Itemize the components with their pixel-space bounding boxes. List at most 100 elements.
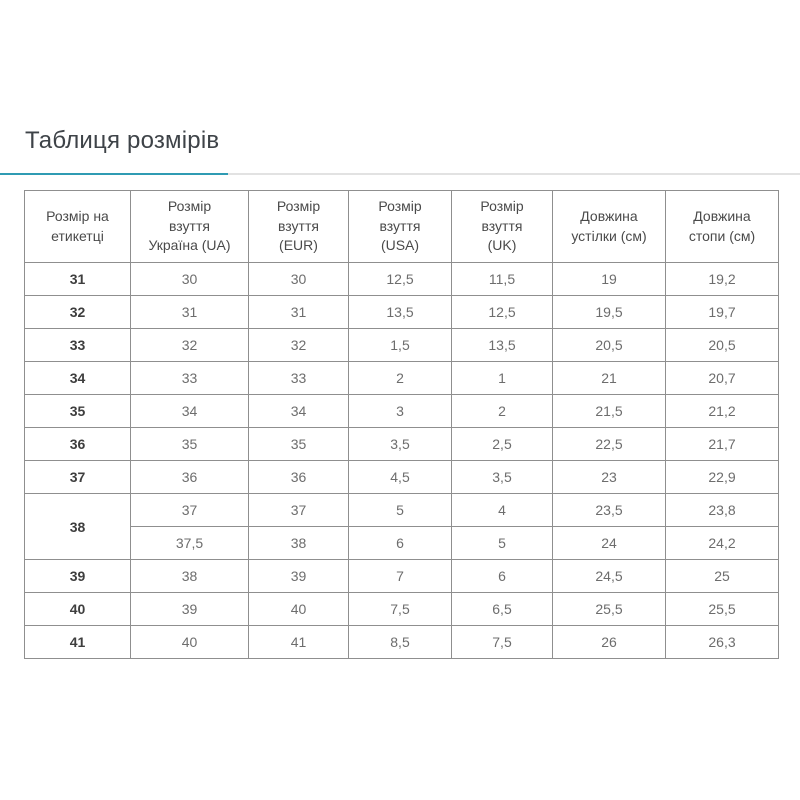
table-cell: 26: [552, 625, 666, 659]
table-cell: 1,5: [348, 328, 452, 362]
column-header: Розмір взуття (USA): [348, 190, 452, 263]
table-cell: 5: [348, 493, 452, 527]
table-cell: 22,9: [665, 460, 779, 494]
table-cell: 13,5: [348, 295, 452, 329]
row-label-cell: 41: [24, 625, 131, 659]
table-cell: 35: [248, 427, 349, 461]
table-cell: 4: [451, 493, 553, 527]
table-cell: 7,5: [348, 592, 452, 626]
row-label-cell: 34: [24, 361, 131, 395]
table-cell: 37,5: [130, 526, 249, 560]
row-label-cell: 39: [24, 559, 131, 593]
table-cell: 40: [248, 592, 349, 626]
table-cell: 19,5: [552, 295, 666, 329]
table-cell: 21,5: [552, 394, 666, 428]
table-cell: 25,5: [665, 592, 779, 626]
table-cell: 33: [130, 361, 249, 395]
table-cell: 31: [130, 295, 249, 329]
size-table: Розмір на етикетці Розмір взуття Україна …: [24, 190, 779, 659]
column-header: Розмір взуття (EUR): [248, 190, 349, 263]
row-label-cell: 31: [24, 262, 131, 296]
table-cell: 33: [248, 361, 349, 395]
row-label-cell: 37: [24, 460, 131, 494]
table-row: 31 30 30 12,5 11,5 19 19,2: [24, 262, 779, 296]
table-cell: 35: [130, 427, 249, 461]
table-cell: 2,5: [451, 427, 553, 461]
table-cell: 19,7: [665, 295, 779, 329]
table-cell: 24: [552, 526, 666, 560]
table-cell: 6,5: [451, 592, 553, 626]
table-cell: 38: [130, 559, 249, 593]
table-cell: 25: [665, 559, 779, 593]
table-cell: 34: [130, 394, 249, 428]
table-cell: 31: [248, 295, 349, 329]
column-header: Довжина стопи (см): [665, 190, 779, 263]
column-header: Розмір взуття (UK): [451, 190, 553, 263]
table-cell: 7,5: [451, 625, 553, 659]
table-cell: 21: [552, 361, 666, 395]
table-cell: 11,5: [451, 262, 553, 296]
column-header: Довжина устілки (см): [552, 190, 666, 263]
table-cell: 21,7: [665, 427, 779, 461]
table-cell: 6: [348, 526, 452, 560]
table-row: 37 36 36 4,5 3,5 23 22,9: [24, 460, 779, 494]
table-cell: 19,2: [665, 262, 779, 296]
table-row: 40 39 40 7,5 6,5 25,5 25,5: [24, 592, 779, 626]
table-cell: 5: [451, 526, 553, 560]
table-row: 41 40 41 8,5 7,5 26 26,3: [24, 625, 779, 659]
table-cell: 25,5: [552, 592, 666, 626]
table-cell: 39: [248, 559, 349, 593]
table-row: 35 34 34 3 2 21,5 21,2: [24, 394, 779, 428]
size-table-body: 31 30 30 12,5 11,5 19 19,2 32 31 31 13,5 12,5 19,5 19…: [24, 262, 779, 659]
table-cell: 20,7: [665, 361, 779, 395]
row-label-cell: 38: [24, 493, 131, 560]
table-cell: 32: [130, 328, 249, 362]
table-cell: 21,2: [665, 394, 779, 428]
table-cell: 39: [130, 592, 249, 626]
table-cell: 34: [248, 394, 349, 428]
table-cell: 12,5: [451, 295, 553, 329]
table-cell: 20,5: [552, 328, 666, 362]
table-cell: 40: [130, 625, 249, 659]
table-row: 36 35 35 3,5 2,5 22,5 21,7: [24, 427, 779, 461]
table-row: 32 31 31 13,5 12,5 19,5 19,7: [24, 295, 779, 329]
table-cell: 24,5: [552, 559, 666, 593]
table-row: 34 33 33 2 1 21 20,7: [24, 361, 779, 395]
title-underline-accent: [0, 173, 228, 175]
column-header: Розмір взуття Україна (UA): [130, 190, 249, 263]
table-row: 39 38 39 7 6 24,5 25: [24, 559, 779, 593]
size-table-header: Розмір на етикетці Розмір взуття Україна …: [24, 190, 779, 263]
table-cell: 32: [248, 328, 349, 362]
table-cell: 22,5: [552, 427, 666, 461]
table-cell: 24,2: [665, 526, 779, 560]
table-cell: 41: [248, 625, 349, 659]
table-cell: 23,8: [665, 493, 779, 527]
table-cell: 3,5: [348, 427, 452, 461]
table-cell: 23: [552, 460, 666, 494]
table-cell: 36: [248, 460, 349, 494]
table-cell: 7: [348, 559, 452, 593]
table-cell: 37: [248, 493, 349, 527]
page-title: Таблиця розмірів: [25, 127, 220, 154]
table-row: 38 37 37 5 4 23,5 23,8: [24, 493, 779, 560]
table-cell: 38: [248, 526, 349, 560]
table-cell: 3,5: [451, 460, 553, 494]
row-label-cell: 33: [24, 328, 131, 362]
table-cell: 2: [348, 361, 452, 395]
table-cell: 20,5: [665, 328, 779, 362]
table-cell: 1: [451, 361, 553, 395]
header-row: Розмір на етикетці Розмір взуття Україна …: [24, 190, 779, 263]
table-cell: 30: [248, 262, 349, 296]
table-cell: 13,5: [451, 328, 553, 362]
column-header: Розмір на етикетці: [24, 190, 131, 263]
table-cell: 23,5: [552, 493, 666, 527]
table-cell: 6: [451, 559, 553, 593]
row-label-cell: 32: [24, 295, 131, 329]
table-row: 37,5 38 6 5 24 24,2: [25, 526, 779, 560]
row-label-cell: 40: [24, 592, 131, 626]
table-cell: 4,5: [348, 460, 452, 494]
table-cell: 3: [348, 394, 452, 428]
row-label-cell: 35: [24, 394, 131, 428]
table-cell: 30: [130, 262, 249, 296]
table-cell: 37: [130, 493, 249, 527]
